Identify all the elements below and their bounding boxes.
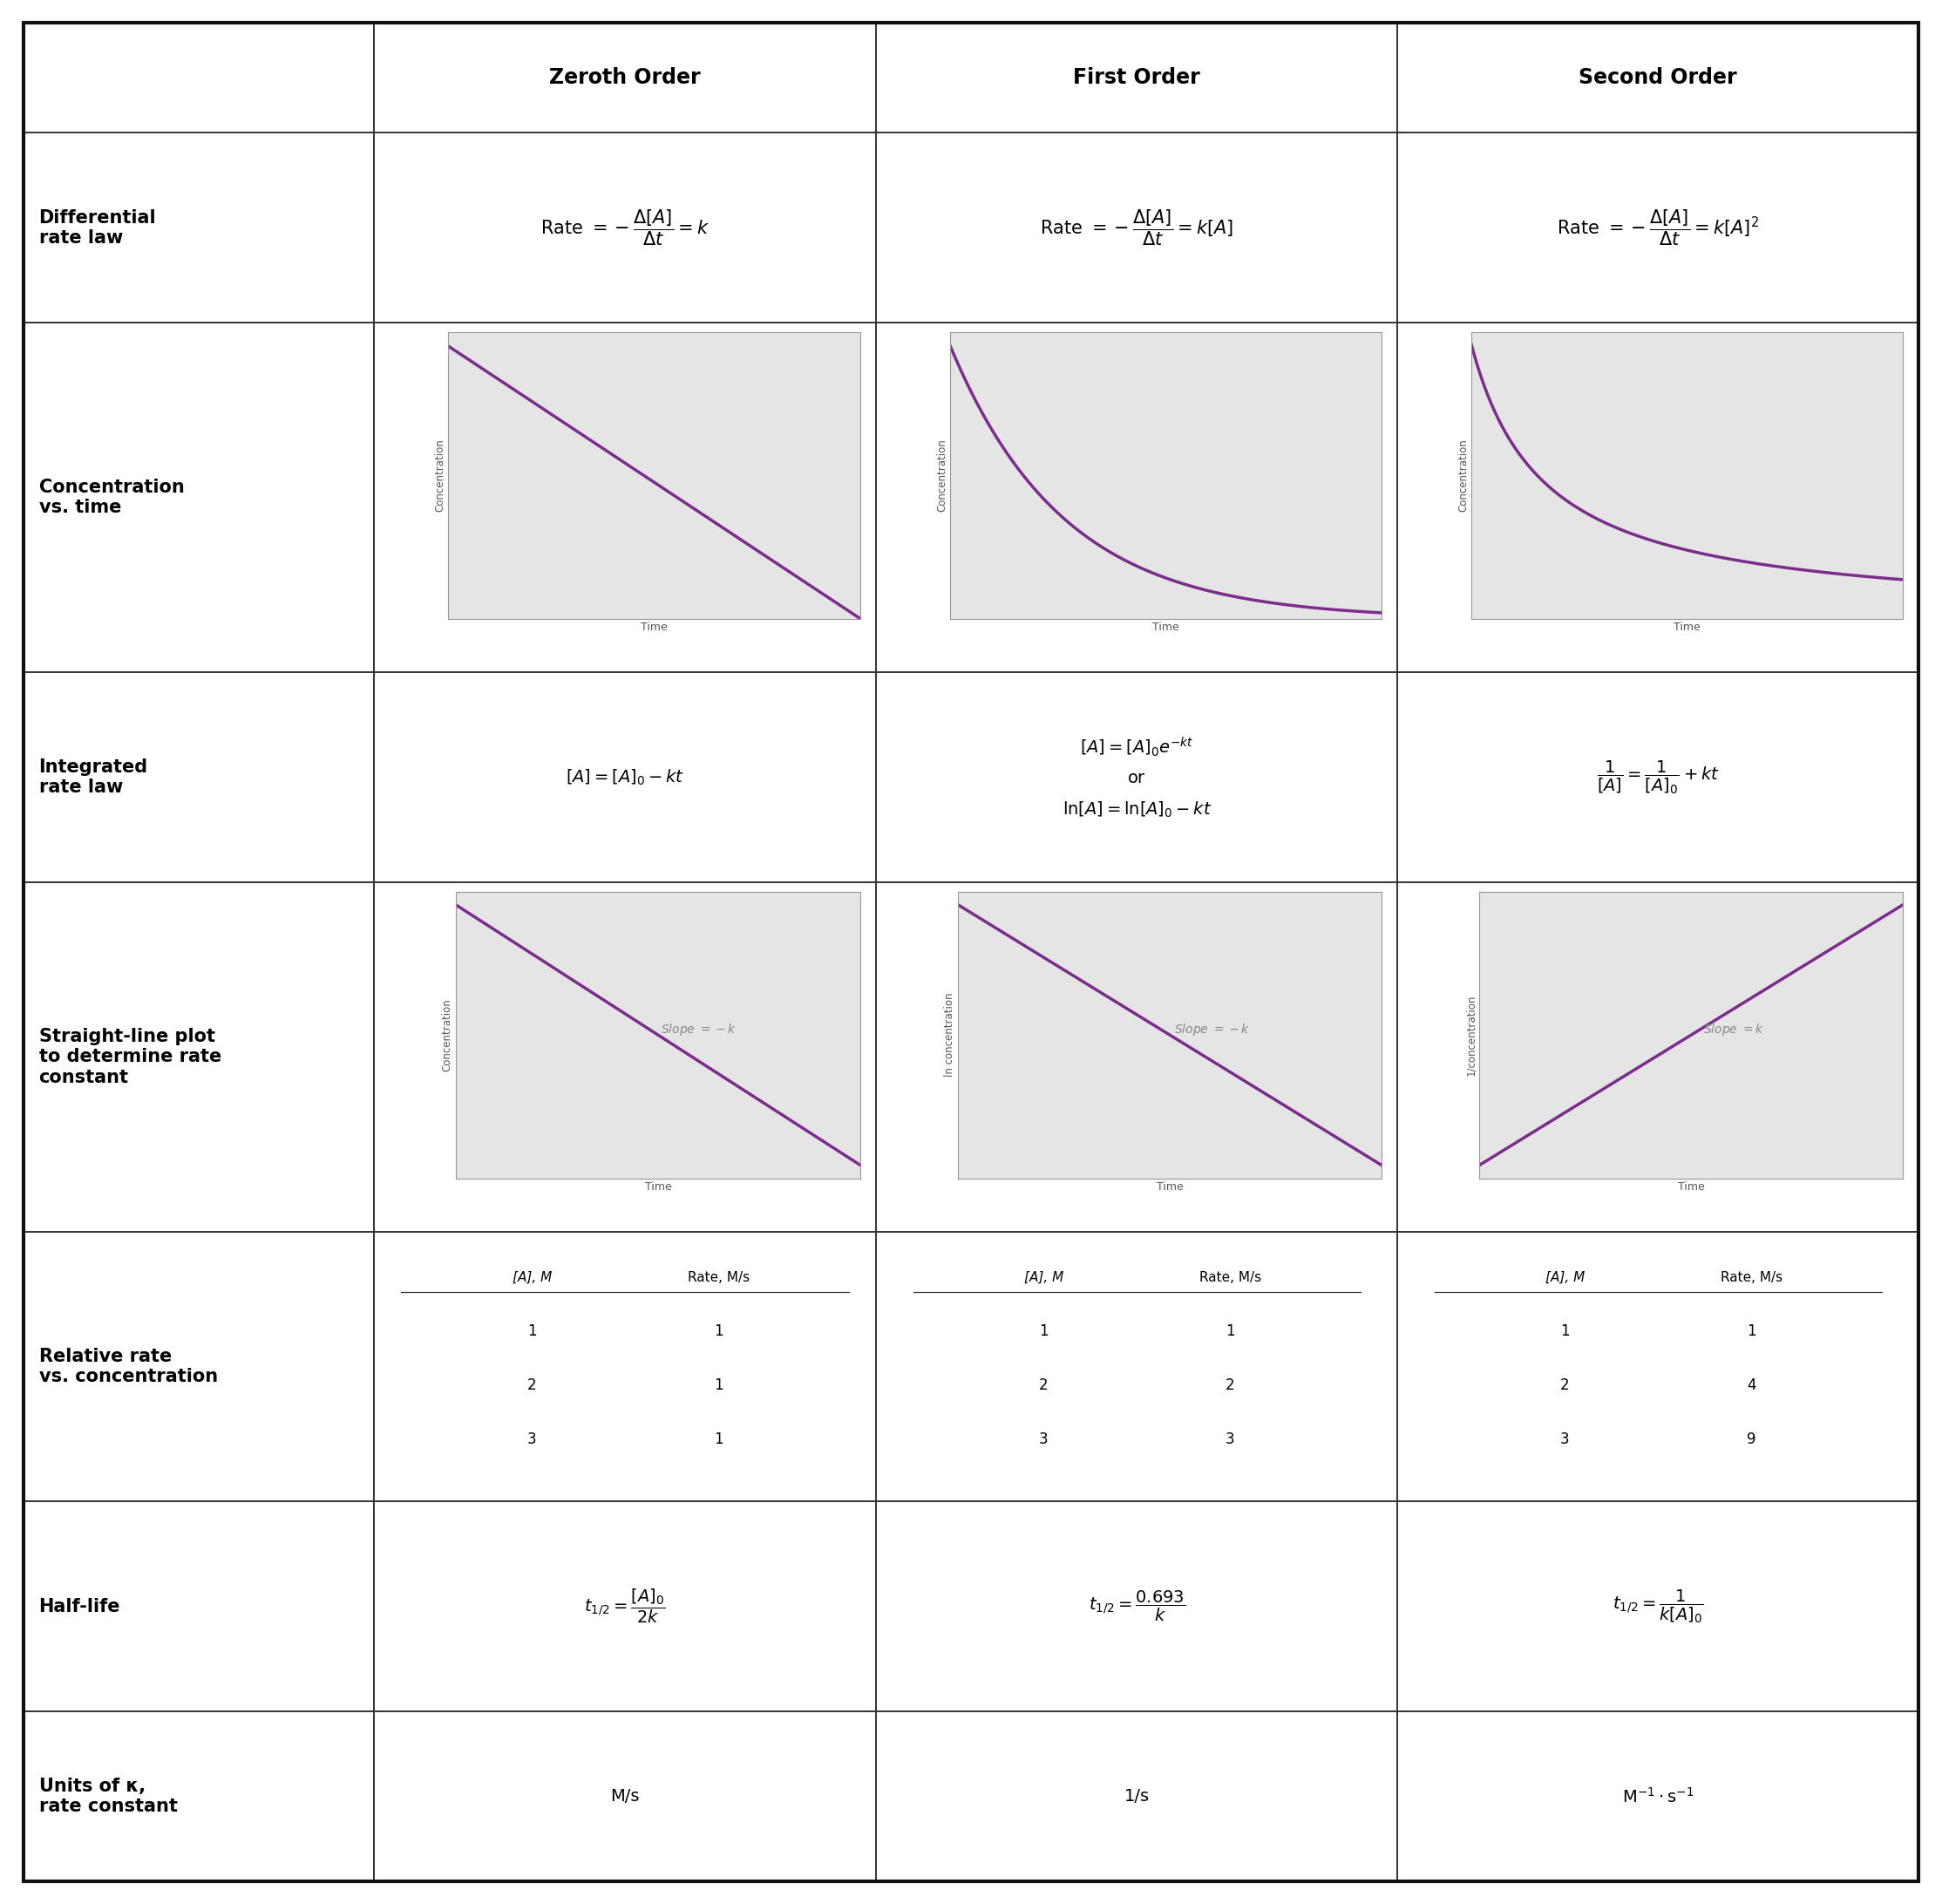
Text: Integrated
rate law: Integrated rate law: [39, 758, 148, 796]
Text: 9: 9: [1746, 1432, 1756, 1447]
Bar: [23, 322, 375, 672]
Text: 1/s: 1/s: [1124, 1788, 1150, 1805]
Bar: [23, 23, 375, 133]
Y-axis label: Concentration: Concentration: [433, 440, 445, 512]
Text: 4: 4: [1746, 1378, 1756, 1394]
Bar: [876, 133, 1398, 322]
Y-axis label: Concentration: Concentration: [1458, 440, 1468, 512]
Text: 2: 2: [1559, 1378, 1569, 1394]
Text: Units of κ,
rate constant: Units of κ, rate constant: [39, 1778, 177, 1815]
Text: 3: 3: [1039, 1432, 1049, 1447]
X-axis label: Time: Time: [641, 621, 668, 632]
X-axis label: Time: Time: [1152, 621, 1179, 632]
Text: 1: 1: [1559, 1323, 1569, 1339]
Text: 2: 2: [1225, 1378, 1235, 1394]
Text: Rate, M/s: Rate, M/s: [1198, 1272, 1260, 1283]
Text: 1: 1: [713, 1378, 722, 1394]
Text: $t_{1/2} = \dfrac{1}{k[A]_0}$: $t_{1/2} = \dfrac{1}{k[A]_0}$: [1612, 1588, 1703, 1624]
Text: Straight-line plot
to determine rate
constant: Straight-line plot to determine rate con…: [39, 1028, 221, 1085]
Bar: [1398, 672, 1919, 882]
Text: Rate $= -\dfrac{\Delta[A]}{\Delta t} = k$: Rate $= -\dfrac{\Delta[A]}{\Delta t} = k…: [540, 208, 709, 248]
Bar: [1398, 23, 1919, 133]
X-axis label: Time: Time: [645, 1180, 672, 1192]
Bar: [1398, 133, 1919, 322]
Text: Half-life: Half-life: [39, 1597, 120, 1615]
X-axis label: Time: Time: [1674, 621, 1701, 632]
Text: 1: 1: [713, 1323, 722, 1339]
Bar: [375, 133, 876, 322]
Text: Slope $= -k$: Slope $= -k$: [660, 1021, 736, 1038]
Text: $[A] = [A]_0 - kt$: $[A] = [A]_0 - kt$: [565, 767, 684, 786]
Bar: [375, 322, 876, 672]
Text: Zeroth Order: Zeroth Order: [550, 67, 701, 88]
Text: M/s: M/s: [610, 1788, 639, 1805]
Text: Second Order: Second Order: [1579, 67, 1738, 88]
Text: 2: 2: [526, 1378, 536, 1394]
Text: Relative rate
vs. concentration: Relative rate vs. concentration: [39, 1348, 218, 1386]
Bar: [23, 133, 375, 322]
Text: 1: 1: [1225, 1323, 1235, 1339]
Bar: [876, 1502, 1398, 1712]
Bar: [1398, 882, 1919, 1232]
Bar: [1398, 1232, 1919, 1502]
Bar: [876, 322, 1398, 672]
Text: Rate $= -\dfrac{\Delta[A]}{\Delta t} = k[A]$: Rate $= -\dfrac{\Delta[A]}{\Delta t} = k…: [1041, 208, 1233, 248]
Bar: [375, 672, 876, 882]
Text: 1: 1: [1039, 1323, 1049, 1339]
Text: 3: 3: [526, 1432, 536, 1447]
Bar: [23, 882, 375, 1232]
Text: Rate $= -\dfrac{\Delta[A]}{\Delta t} = k[A]^2$: Rate $= -\dfrac{\Delta[A]}{\Delta t} = k…: [1557, 208, 1759, 248]
Text: $t_{1/2} = \dfrac{0.693}{k}$: $t_{1/2} = \dfrac{0.693}{k}$: [1088, 1590, 1185, 1624]
X-axis label: Time: Time: [1678, 1180, 1705, 1192]
Bar: [876, 882, 1398, 1232]
Text: 3: 3: [1225, 1432, 1235, 1447]
Bar: [1398, 322, 1919, 672]
Text: 1: 1: [1746, 1323, 1756, 1339]
Bar: [23, 1232, 375, 1502]
Bar: [1398, 1502, 1919, 1712]
Text: [A], M: [A], M: [1023, 1272, 1064, 1283]
Y-axis label: ln concentration: ln concentration: [944, 994, 955, 1078]
Bar: [876, 23, 1398, 133]
Text: [A], M: [A], M: [1546, 1272, 1585, 1283]
Bar: [23, 672, 375, 882]
Bar: [375, 1712, 876, 1881]
Text: Slope $= -k$: Slope $= -k$: [1175, 1021, 1251, 1038]
Text: 1: 1: [526, 1323, 536, 1339]
Text: Concentration
vs. time: Concentration vs. time: [39, 478, 184, 516]
Text: $t_{1/2} = \dfrac{[A]_0}{2k}$: $t_{1/2} = \dfrac{[A]_0}{2k}$: [585, 1588, 666, 1626]
Bar: [23, 1502, 375, 1712]
Text: 3: 3: [1559, 1432, 1569, 1447]
Bar: [876, 1712, 1398, 1881]
Y-axis label: Concentration: Concentration: [936, 440, 948, 512]
X-axis label: Time: Time: [1155, 1180, 1183, 1192]
Bar: [375, 23, 876, 133]
Text: [A], M: [A], M: [513, 1272, 552, 1283]
Text: $\mathrm{M}^{-1}\cdot\mathrm{s}^{-1}$: $\mathrm{M}^{-1}\cdot\mathrm{s}^{-1}$: [1622, 1786, 1693, 1805]
Bar: [1398, 1712, 1919, 1881]
Y-axis label: 1/concentration: 1/concentration: [1466, 994, 1476, 1076]
Bar: [375, 882, 876, 1232]
Text: $\dfrac{1}{[A]} = \dfrac{1}{[A]_0} + kt$: $\dfrac{1}{[A]} = \dfrac{1}{[A]_0} + kt$: [1596, 758, 1719, 796]
Text: 2: 2: [1039, 1378, 1049, 1394]
Text: Slope $= k$: Slope $= k$: [1703, 1021, 1763, 1038]
Bar: [375, 1502, 876, 1712]
Bar: [375, 1232, 876, 1502]
Text: $[A] = [A]_0e^{-kt}$
or
$\mathrm{ln}[A] = \mathrm{ln}[A]_0 - kt$: $[A] = [A]_0e^{-kt}$ or $\mathrm{ln}[A] …: [1062, 735, 1212, 819]
Y-axis label: Concentration: Concentration: [441, 998, 452, 1072]
Text: Differential
rate law: Differential rate law: [39, 209, 155, 246]
Text: First Order: First Order: [1074, 67, 1200, 88]
Bar: [23, 1712, 375, 1881]
Bar: [876, 672, 1398, 882]
Text: 1: 1: [713, 1432, 722, 1447]
Text: Rate, M/s: Rate, M/s: [687, 1272, 750, 1283]
Text: Rate, M/s: Rate, M/s: [1721, 1272, 1783, 1283]
Bar: [876, 1232, 1398, 1502]
